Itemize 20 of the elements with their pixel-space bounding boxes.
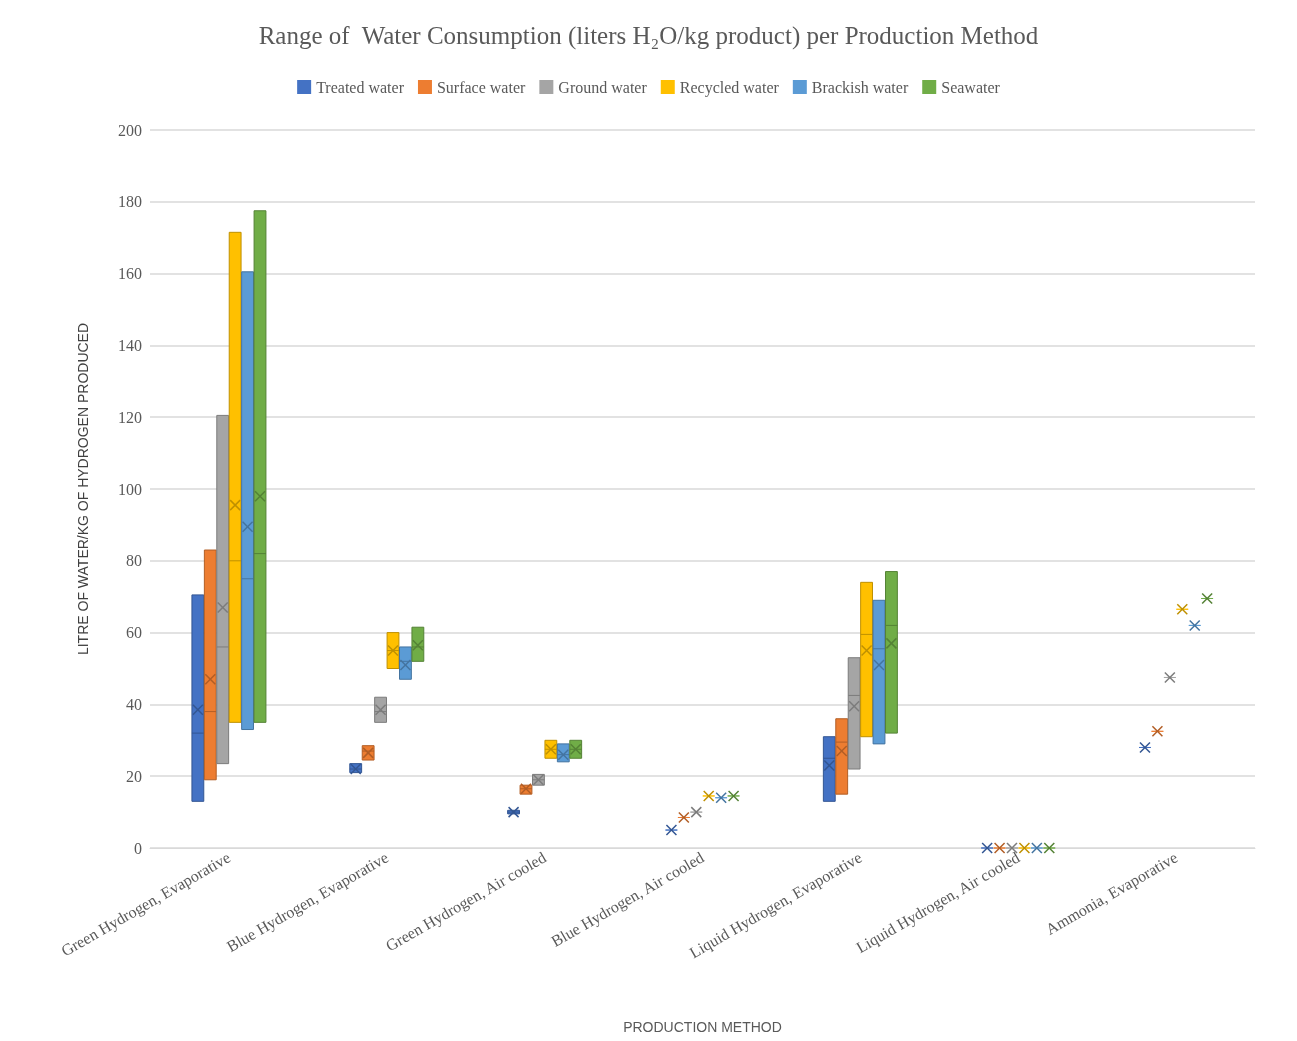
chart-title: Range of Water Consumption (liters H₂O/kg product) per Production Method	[258, 22, 1039, 50]
y-tick-label: 140	[118, 336, 142, 354]
y-tick-label: 20	[126, 767, 142, 785]
legend-label: Treated water	[316, 78, 405, 96]
y-tick-label: 160	[118, 265, 142, 283]
legend-label: Ground water	[558, 78, 648, 96]
x-axis-title: PRODUCTION METHOD	[623, 1019, 782, 1035]
y-tick-label: 200	[118, 121, 142, 139]
y-tick-label: 180	[118, 193, 142, 211]
legend-label: Seawater	[941, 78, 1001, 96]
y-tick-label: 80	[126, 552, 142, 570]
y-axis-title: LITRE OF WATER/KG OF HYDROGEN PRODUCED	[75, 322, 91, 656]
legend-label: Brackish water	[811, 78, 909, 96]
legend-label: Surface water	[436, 78, 527, 96]
y-tick-label: 40	[126, 695, 142, 713]
y-tick-label: 100	[118, 480, 142, 498]
legend-label: Recycled water	[679, 78, 780, 97]
y-tick-label: 60	[126, 624, 142, 642]
y-tick-label: 120	[118, 408, 142, 426]
y-tick-label: 0	[134, 839, 142, 857]
